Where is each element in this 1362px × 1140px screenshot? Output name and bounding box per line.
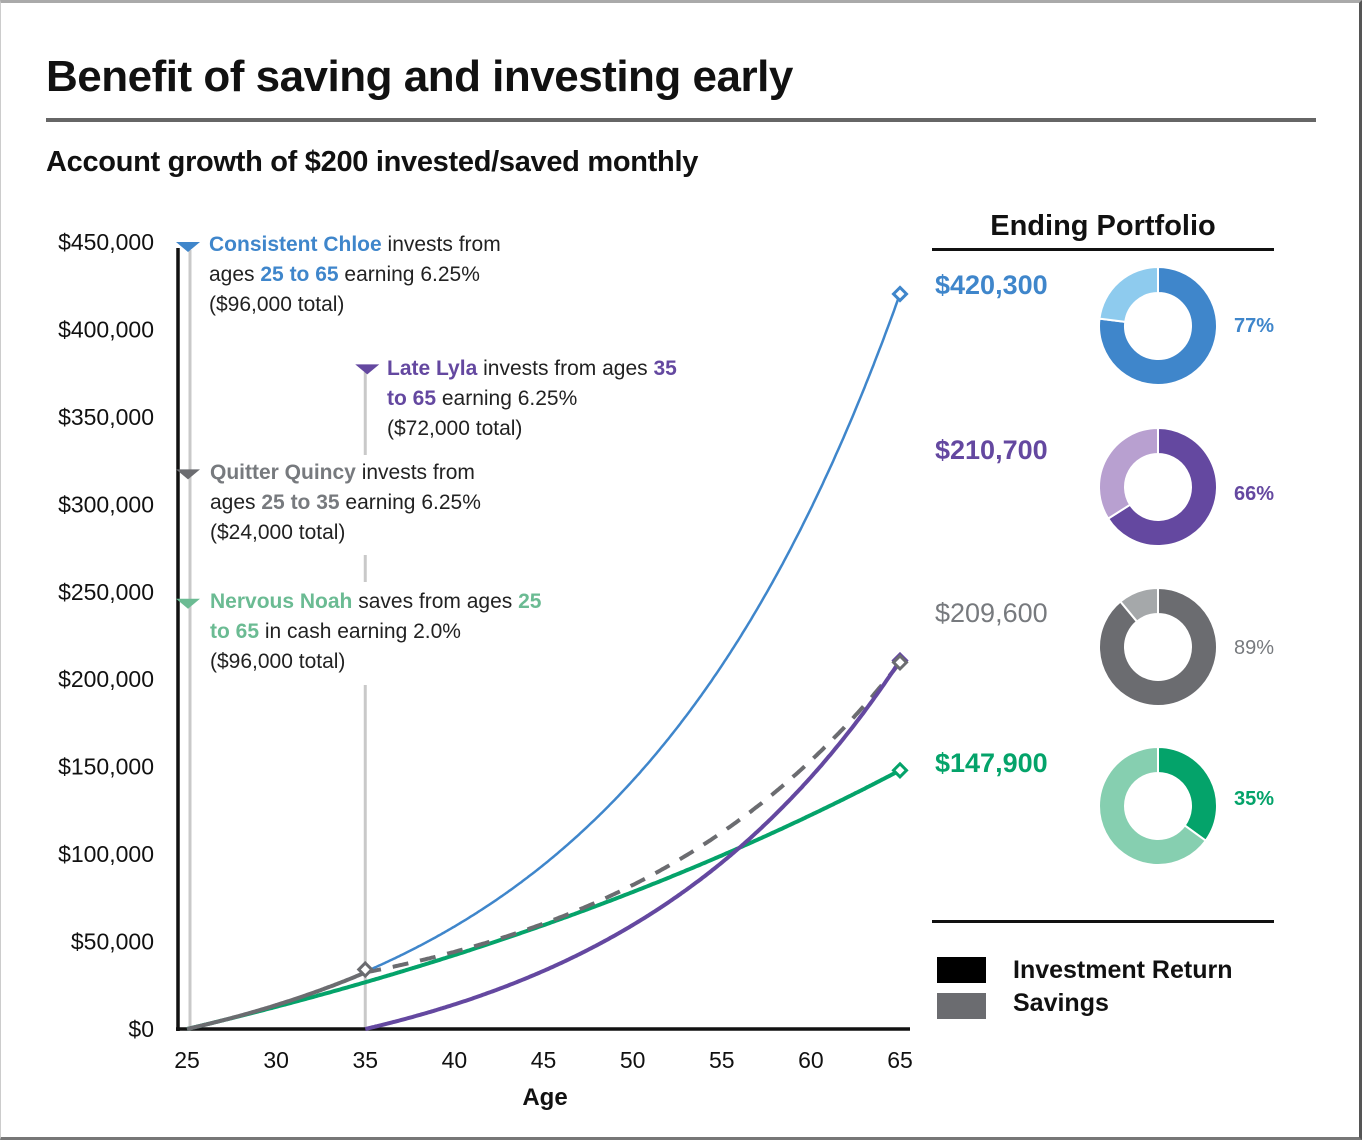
y-tick-label: $150,000 <box>58 754 154 780</box>
annotation-lyla: Late Lyla invests from ages 35 to 65 ear… <box>387 354 687 444</box>
annotation-lyla-name: Late Lyla <box>387 357 478 380</box>
y-tick-label: $300,000 <box>58 491 154 517</box>
annotation-noah-text: saves from ages <box>352 590 519 613</box>
y-tick-label: $0 <box>128 1016 154 1042</box>
annotation-noah: Nervous Noah saves from ages 25 to 65 in… <box>210 587 550 677</box>
y-tick-label: $200,000 <box>58 666 154 692</box>
panel-divider-bottom <box>932 920 1274 923</box>
annotation-noah-total: ($96,000 total) <box>210 650 346 673</box>
annotation-noah-range: 25 to 65 <box>210 590 542 643</box>
donut-slice-investment-return-quincy <box>1098 586 1218 707</box>
y-tick-label: $100,000 <box>58 841 154 867</box>
panel-divider-top <box>932 248 1274 251</box>
legend-label-investment-return: Investment Return <box>1013 956 1233 984</box>
annotation-chloe-name: Consistent Chloe <box>209 233 382 256</box>
annotation-noah-rate: in cash earning 2.0% <box>259 620 461 643</box>
legend-label-savings: Savings <box>1013 989 1109 1017</box>
annotation-chloe-total: ($96,000 total) <box>209 293 345 316</box>
annotation-quincy-total: ($24,000 total) <box>210 521 346 544</box>
ending-value-chloe: $420,300 <box>935 270 1048 300</box>
annotation-pointer-chloe <box>176 242 200 252</box>
annotation-pointer-noah <box>176 598 200 609</box>
x-tick-label: 25 <box>174 1047 200 1073</box>
x-tick-label: 40 <box>442 1047 468 1073</box>
annotation-pointer-lyla <box>355 364 380 375</box>
annotation-quincy-rate: earning 6.25% <box>339 491 481 514</box>
y-tick-label: $400,000 <box>58 316 154 342</box>
series-line-late-lyla <box>364 659 902 1031</box>
data-point-marker-quincy <box>891 653 909 672</box>
donut-slice-savings-noah <box>1098 745 1208 866</box>
series-line-consistent-chloe <box>364 293 902 973</box>
series-line-nervous-noah <box>186 768 901 1031</box>
y-tick-label: $350,000 <box>58 404 154 430</box>
legend-swatch-savings <box>937 993 986 1019</box>
x-tick-label: 50 <box>620 1047 646 1073</box>
x-axis-title: Age <box>522 1084 567 1111</box>
data-point-marker-noah <box>891 761 909 779</box>
annotation-lyla-total: ($72,000 total) <box>387 417 523 440</box>
donut-slice-savings-chloe <box>1098 265 1159 323</box>
series-line-quitter-quincy <box>186 970 367 1031</box>
return-pct-quincy: 89% <box>1234 637 1275 659</box>
donut-slice-investment-return-lyla <box>1106 426 1218 547</box>
x-tick-label: 65 <box>887 1047 913 1073</box>
title-divider <box>46 118 1316 122</box>
x-tick-label: 55 <box>709 1047 735 1073</box>
x-tick-label: 45 <box>531 1047 557 1073</box>
x-tick-label: 30 <box>263 1047 289 1073</box>
y-tick-label: $250,000 <box>58 579 154 605</box>
annotation-quincy-name: Quitter Quincy <box>210 461 356 484</box>
annotation-lyla-range: 35 to 65 <box>387 357 677 410</box>
annotation-lyla-rate: earning 6.25% <box>436 387 578 410</box>
ending-value-lyla: $210,700 <box>935 435 1048 465</box>
data-point-marker-chloe <box>891 285 909 303</box>
return-pct-lyla: 66% <box>1234 483 1275 505</box>
chart-subtitle: Account growth of $200 invested/saved mo… <box>46 146 699 178</box>
donut-slice-savings-quincy <box>1118 586 1159 623</box>
annotation-chloe-rate: earning 6.25% <box>338 263 480 286</box>
ending-value-noah: $147,900 <box>935 748 1048 778</box>
ending-value-quincy: $209,600 <box>935 598 1048 628</box>
return-pct-chloe: 77% <box>1234 315 1275 337</box>
series-line-quitter-quincy-projection <box>364 661 902 975</box>
x-tick-label: 35 <box>352 1047 378 1073</box>
annotation-chloe-range: 25 to 65 <box>260 263 339 286</box>
annotation-chloe-text: invests from ages <box>209 233 501 286</box>
x-tick-label: 60 <box>798 1047 824 1073</box>
annotation-quincy-text: invests from ages <box>210 461 475 514</box>
data-point-marker-quincy <box>356 960 374 979</box>
legend-swatch-investment-return <box>937 957 986 983</box>
annotation-pointer-quincy <box>176 469 200 480</box>
donut-slice-investment-return-chloe <box>1098 265 1218 386</box>
y-tick-label: $450,000 <box>58 229 154 255</box>
annotation-lyla-text: invests from ages <box>477 357 654 380</box>
page-title: Benefit of saving and investing early <box>46 52 793 101</box>
return-pct-noah: 35% <box>1234 788 1275 810</box>
donut-slice-savings-lyla <box>1098 426 1159 520</box>
donut-slice-investment-return-noah <box>1157 745 1218 843</box>
annotation-chloe: Consistent Chloe invests from ages 25 to… <box>209 230 539 320</box>
annotation-quincy: Quitter Quincy invests from ages 25 to 3… <box>210 458 520 548</box>
annotation-noah-name: Nervous Noah <box>210 590 353 613</box>
y-tick-label: $50,000 <box>71 929 154 955</box>
annotation-quincy-range: 25 to 35 <box>261 491 340 514</box>
ending-portfolio-title: Ending Portfolio <box>990 210 1216 242</box>
